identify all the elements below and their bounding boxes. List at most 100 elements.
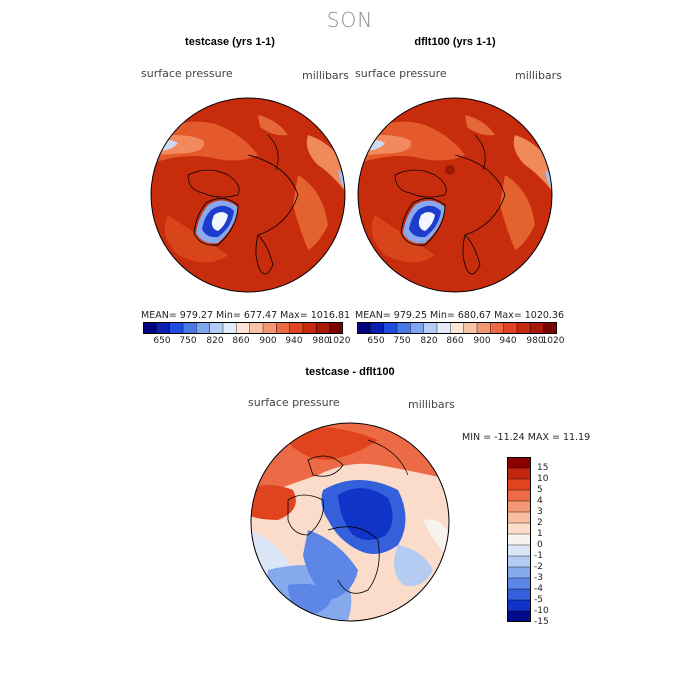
colorbar-label: -2 [534, 562, 543, 572]
coastline [307, 455, 344, 477]
colorbar-swatch [289, 322, 304, 334]
map-boundary [250, 422, 450, 622]
colorbar-label: -3 [534, 573, 543, 583]
left-stats: MEAN= 979.27 Min= 677.47 Max= 1016.81 [141, 310, 351, 321]
colorbar-swatch [507, 566, 531, 579]
tick-label: 860 [446, 336, 464, 346]
left-panel-title: testcase (yrs 1-1) [185, 36, 275, 48]
left-polar-map [150, 97, 346, 293]
colorbar-swatch [450, 322, 465, 334]
colorbar-swatch [370, 322, 385, 334]
colorbar-swatch [436, 322, 451, 334]
colorbar-swatch [530, 322, 545, 334]
colorbar-label: -4 [534, 584, 543, 594]
colorbar-swatch [316, 322, 331, 334]
tick-label: 980 [312, 336, 330, 346]
diff-polar-map [250, 422, 450, 622]
coastline [247, 154, 299, 236]
colorbar-label: -10 [534, 606, 549, 616]
tick-label: 820 [206, 336, 224, 346]
tick-label: 1020 [327, 336, 351, 346]
colorbar-swatch [209, 322, 224, 334]
colorbar-swatch [507, 489, 531, 502]
colorbar-swatch [507, 610, 531, 622]
colorbar-swatch [143, 322, 157, 334]
colorbar-swatch [507, 457, 531, 469]
colorbar-swatch [262, 322, 277, 334]
colorbar-swatch [476, 322, 491, 334]
map-boundary [150, 97, 346, 293]
colorbar-label: 4 [537, 496, 543, 506]
colorbar-swatch [543, 322, 557, 334]
colorbar-swatch [156, 322, 171, 334]
colorbar-swatch [463, 322, 478, 334]
colorbar-swatch [507, 467, 531, 480]
colorbar-swatch [236, 322, 251, 334]
coastline [454, 154, 506, 236]
colorbar-label: 3 [537, 507, 543, 517]
colorbar-label: -5 [534, 595, 543, 605]
colorbar-label: 1 [537, 529, 543, 539]
colorbar-swatch [182, 322, 197, 334]
colorbar-swatch [507, 500, 531, 513]
colorbar-swatch [276, 322, 291, 334]
right-colorbar-ticks: 650 750 820 860 900 940 980 1020 [357, 336, 564, 348]
diff-variable-label: surface pressure [248, 396, 340, 409]
tick-label: 940 [285, 336, 303, 346]
diff-colorbar [507, 457, 531, 622]
map-boundary [357, 97, 553, 293]
colorbar-swatch [383, 322, 398, 334]
colorbar-swatch [302, 322, 317, 334]
right-stats: MEAN= 979.25 Min= 680.67 Max= 1020.36 [355, 310, 565, 321]
colorbar-label: 2 [537, 518, 543, 528]
colorbar-swatch [410, 322, 425, 334]
colorbar-swatch [357, 322, 371, 334]
colorbar-swatch [507, 533, 531, 546]
tick-label: 860 [232, 336, 250, 346]
right-panel-title: dflt100 (yrs 1-1) [414, 36, 496, 48]
colorbar-swatch [507, 555, 531, 568]
colorbar-swatch [507, 544, 531, 557]
diff-units-label: millibars [408, 398, 455, 411]
colorbar-label: 0 [537, 540, 543, 550]
colorbar-swatch [507, 599, 531, 612]
left-units-label: millibars [302, 69, 349, 82]
tick-label: 650 [153, 336, 171, 346]
tick-label: 900 [473, 336, 491, 346]
right-colorbar [357, 322, 557, 334]
colorbar-swatch [507, 522, 531, 535]
diff-panel-title: testcase - dflt100 [305, 366, 395, 378]
colorbar-swatch [249, 322, 264, 334]
colorbar-swatch [169, 322, 184, 334]
left-colorbar-ticks: 650 750 820 860 900 940 980 1020 [143, 336, 350, 348]
tick-label: 650 [367, 336, 385, 346]
colorbar-label: -1 [534, 551, 543, 561]
colorbar-swatch [396, 322, 411, 334]
season-title: SON [326, 8, 374, 32]
colorbar-swatch [507, 511, 531, 524]
tick-label: 1020 [541, 336, 565, 346]
tick-label: 980 [526, 336, 544, 346]
colorbar-label: -15 [534, 617, 549, 627]
tick-label: 750 [179, 336, 197, 346]
colorbar-label: 5 [537, 485, 543, 495]
diff-colorbar-labels: 15 10 5 4 3 2 1 0 -1 -2 -3 -4 -5 -10 -15 [534, 457, 577, 627]
colorbar-swatch [516, 322, 531, 334]
colorbar-swatch [490, 322, 505, 334]
tick-label: 820 [420, 336, 438, 346]
right-polar-map [357, 97, 553, 293]
colorbar-swatch [329, 322, 343, 334]
right-variable-label: surface pressure [355, 67, 447, 80]
tick-label: 940 [499, 336, 517, 346]
colorbar-label: 15 [537, 463, 549, 473]
right-units-label: millibars [515, 69, 562, 82]
left-colorbar [143, 322, 343, 334]
colorbar-swatch [507, 577, 531, 590]
colorbar-swatch [503, 322, 518, 334]
left-variable-label: surface pressure [141, 67, 233, 80]
colorbar-label: 10 [537, 474, 549, 484]
tick-label: 900 [259, 336, 277, 346]
colorbar-swatch [196, 322, 211, 334]
colorbar-swatch [423, 322, 438, 334]
colorbar-swatch [507, 478, 531, 491]
